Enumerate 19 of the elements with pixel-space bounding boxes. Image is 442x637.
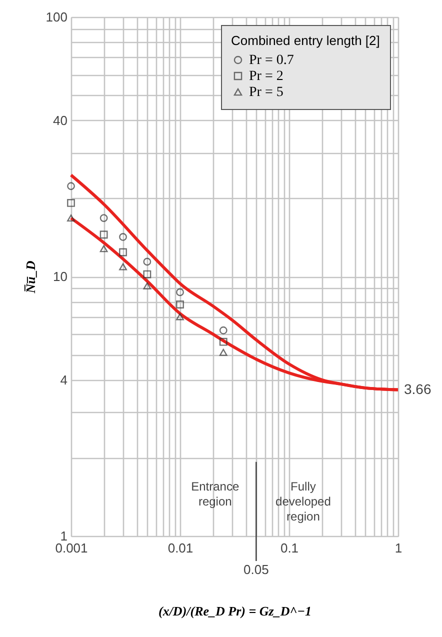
x-tick-label: 0.001 <box>55 540 88 556</box>
legend-label: Pr = 2 <box>249 69 284 84</box>
x-tick-label: 0.1 <box>280 540 299 556</box>
x-axis-title: (x/D)/(Re_D Pr) = Gz_D^−1 <box>158 604 312 618</box>
x-tick-label: 0.01 <box>168 540 194 556</box>
annotation: 3.66 <box>404 380 432 397</box>
y-tick-label: 100 <box>46 10 68 24</box>
y-tick-label: 1 <box>60 528 68 544</box>
y-tick-label: 10 <box>53 269 68 284</box>
annotation: Fully developed region <box>276 480 331 524</box>
ref-line-label: 0.05 <box>244 562 269 577</box>
legend-title: Combined entry length [2] <box>231 33 380 48</box>
y-tick-label: 40 <box>53 112 68 128</box>
legend-label: Pr = 5 <box>249 85 284 100</box>
legend-label: Pr = 0.7 <box>249 53 294 68</box>
annotation: Entrance region <box>191 480 240 509</box>
y-axis-title: N̅u̅_D <box>22 260 38 294</box>
y-tick-label: 4 <box>60 372 68 388</box>
x-tick-label: 1 <box>394 540 402 556</box>
